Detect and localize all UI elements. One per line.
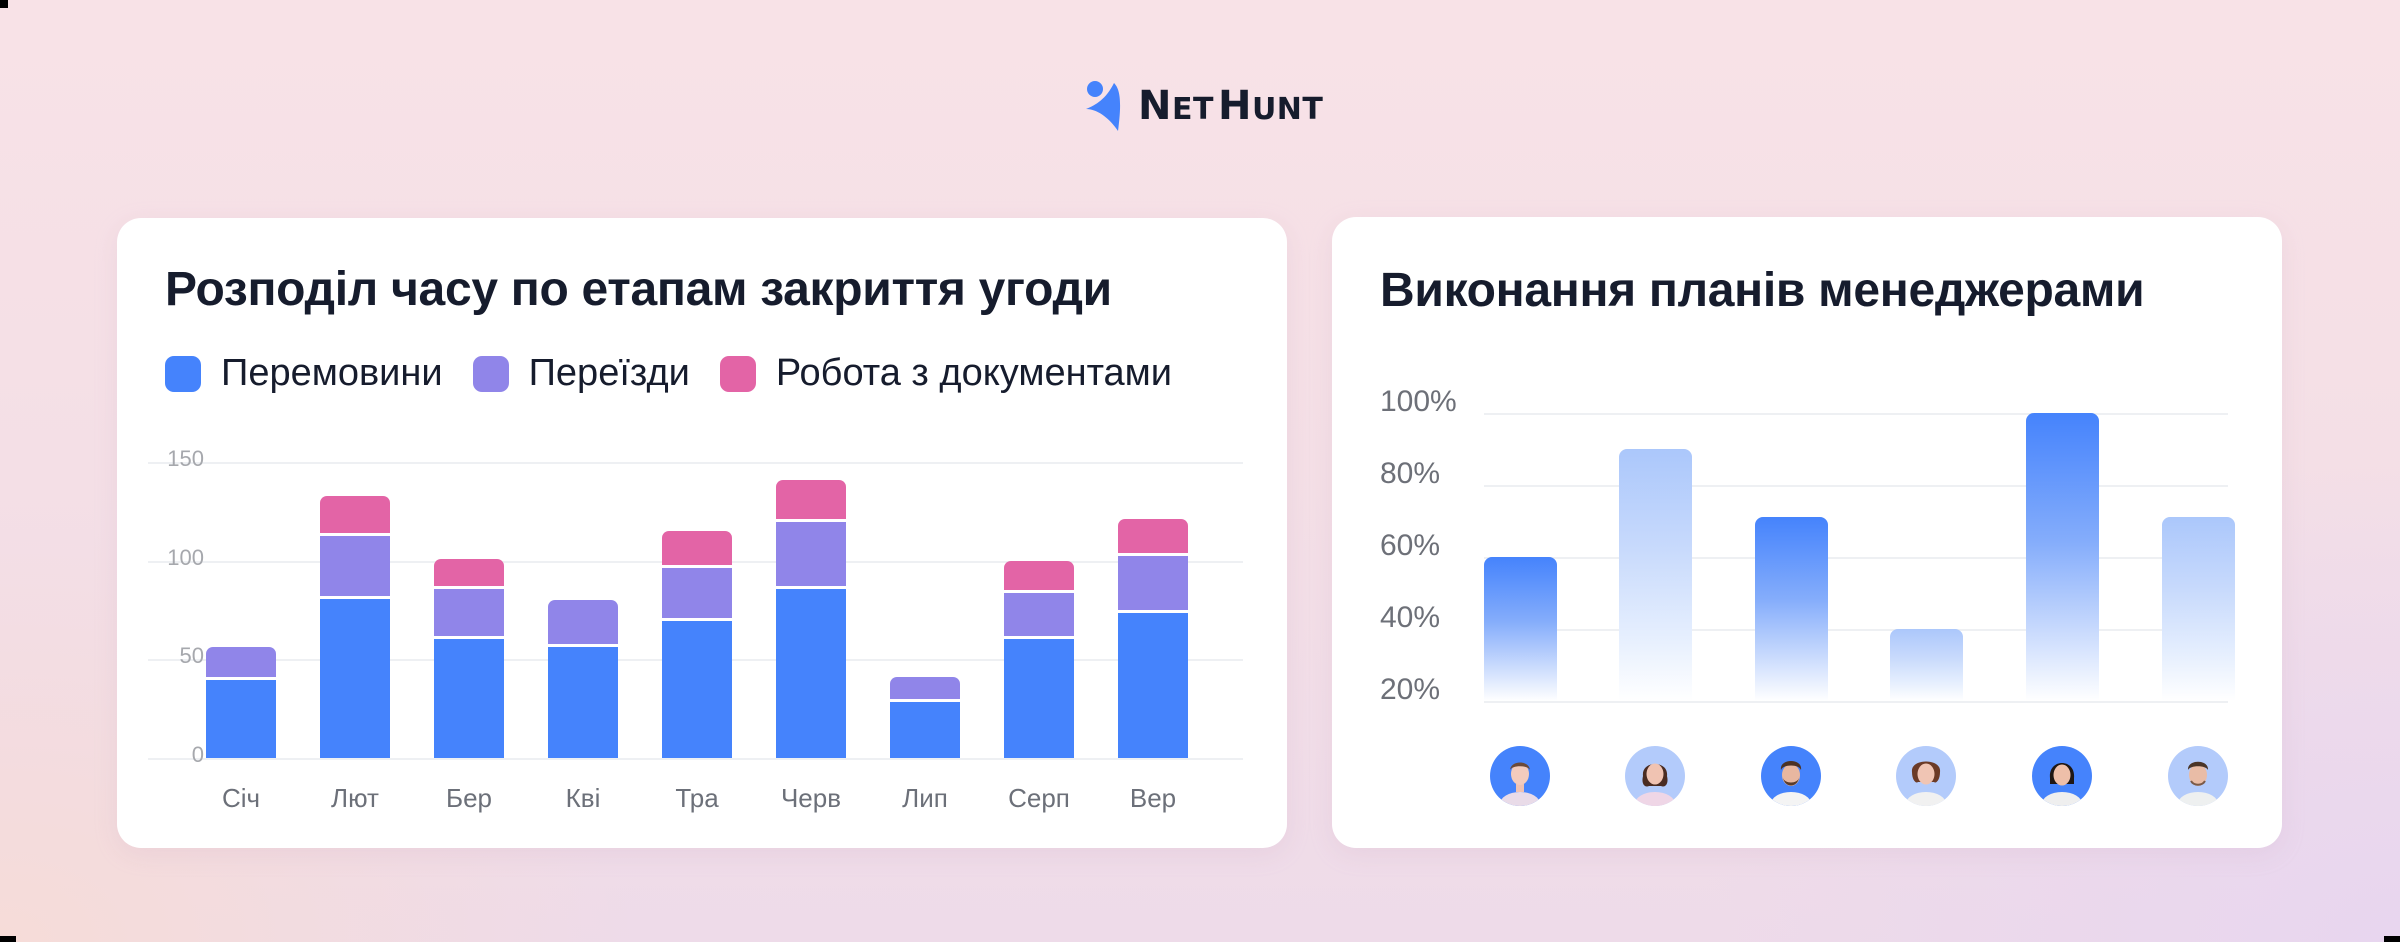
card-title: Виконання планів менеджерами xyxy=(1380,264,2145,317)
y-axis-tick: 50 xyxy=(179,643,204,669)
bar-segment xyxy=(1118,609,1188,758)
stacked-bar xyxy=(1118,519,1188,758)
woman-bob-hair-avatar xyxy=(2032,746,2092,806)
stacked-bar xyxy=(1004,560,1074,758)
bar-segment xyxy=(548,643,618,758)
legend-label: Робота з документами xyxy=(775,352,1173,394)
corner-artifact xyxy=(0,936,16,942)
time-distribution-card: Розподіл часу по етапам закриття угоди П… xyxy=(117,218,1287,848)
gridline xyxy=(1484,485,2228,487)
bar-segment xyxy=(662,531,732,565)
bar-segment xyxy=(434,586,504,636)
bar-segment xyxy=(662,564,732,618)
logo-letter: H xyxy=(1217,83,1252,129)
legend-swatch xyxy=(472,355,509,392)
gridline xyxy=(1484,701,2228,703)
gridline xyxy=(148,462,1243,464)
x-axis-tick: Серп xyxy=(1008,783,1070,813)
bar-segment xyxy=(206,677,276,758)
woman-light-hair-avatar xyxy=(1490,746,1550,806)
plan-completion-bar xyxy=(2162,517,2235,701)
corner-artifact xyxy=(0,0,8,8)
logo-wordmark: N ET H UNT xyxy=(1138,83,1323,129)
x-axis-tick: Вер xyxy=(1129,783,1177,813)
woman-curly-hair-avatar xyxy=(1896,746,1956,806)
bar-segment xyxy=(776,586,846,758)
bar-segment xyxy=(1004,560,1074,591)
woman-wavy-hair-avatar xyxy=(1625,746,1685,806)
y-axis-tick: 80% xyxy=(1380,457,1441,490)
x-axis-tick: Бер xyxy=(446,783,492,813)
bar-segment xyxy=(548,600,618,644)
bar-segment xyxy=(890,698,960,758)
gridline xyxy=(1484,413,2228,415)
corner-artifact xyxy=(2384,936,2400,942)
x-axis-tick: Кві xyxy=(565,783,601,813)
stacked-bar xyxy=(890,677,960,758)
legend-item-documents: Робота з документами xyxy=(719,352,1173,395)
stacked-bar xyxy=(320,495,390,758)
bar-segment xyxy=(890,677,960,699)
plan-completion-bar xyxy=(1890,629,1963,701)
bar-segment xyxy=(776,519,846,587)
bar-segment xyxy=(1004,590,1074,636)
plan-completion-bar xyxy=(2026,413,2099,701)
chart-legend: Перемовини Переїзди Робота з документами xyxy=(165,352,1202,395)
logo-letters: UNT xyxy=(1251,92,1324,127)
y-axis-tick: 20% xyxy=(1380,673,1441,706)
stacked-bar-chart: 0 50 100 150 Січ Лют Бер Кві Тра Черв Лип Серп Вер xyxy=(117,218,1287,848)
stacked-bar xyxy=(206,647,276,758)
bar-segment xyxy=(320,495,390,534)
nethunt-person-icon xyxy=(1086,81,1121,131)
stacked-bar xyxy=(776,479,846,758)
bar-segment xyxy=(1004,635,1074,758)
bar-segment xyxy=(434,558,504,587)
y-axis-tick: 0 xyxy=(191,742,204,767)
nethunt-logo: N ET H UNT xyxy=(1084,78,1323,134)
bar-segment xyxy=(776,479,846,520)
logo-letter: N xyxy=(1138,83,1172,129)
y-axis-tick: 60% xyxy=(1380,529,1441,562)
plan-completion-bar xyxy=(1619,449,1692,701)
plan-completion-card: Виконання планів менеджерами 100% 80% 60% 4… xyxy=(1332,217,2282,848)
legend-label: Перемовини xyxy=(221,352,443,394)
y-axis-tick: 100 xyxy=(167,544,204,570)
stacked-bar xyxy=(434,558,504,758)
man-short-hair-avatar xyxy=(2168,746,2228,806)
bar-segment xyxy=(320,596,390,758)
bar-segment xyxy=(662,617,732,758)
gridline xyxy=(1484,629,2228,631)
stacked-bar xyxy=(662,531,732,758)
legend-label: Переїзди xyxy=(528,352,690,394)
legend-item-travel: Переїзди xyxy=(472,352,690,395)
plan-completion-bar xyxy=(1755,517,1828,701)
gridline xyxy=(148,758,1243,760)
gridline xyxy=(1484,557,2228,559)
legend-swatch xyxy=(719,355,756,392)
x-axis-tick: Черв xyxy=(780,783,842,813)
legend-item-negotiations: Перемовини xyxy=(165,352,443,395)
y-axis-tick: 150 xyxy=(167,446,204,471)
stacked-bar xyxy=(548,600,618,758)
man-curly-beard-avatar xyxy=(1761,746,1821,806)
bar-segment xyxy=(1118,519,1188,553)
x-axis-tick: Тра xyxy=(675,783,719,813)
bar-segment xyxy=(434,635,504,758)
bar-segment xyxy=(320,533,390,597)
x-axis-tick: Лют xyxy=(331,783,379,813)
bar-segment xyxy=(1118,552,1188,610)
x-axis-tick: Лип xyxy=(902,783,948,813)
y-axis-tick: 100% xyxy=(1380,385,1457,418)
legend-swatch xyxy=(165,355,201,392)
card-title: Розподіл часу по етапам закриття угоди xyxy=(165,263,1112,316)
logo-letters: ET xyxy=(1171,92,1214,127)
plan-completion-bar xyxy=(1484,557,1557,701)
bar-segment xyxy=(206,647,276,678)
x-axis-tick: Січ xyxy=(221,783,261,813)
y-axis-tick: 40% xyxy=(1380,601,1441,634)
